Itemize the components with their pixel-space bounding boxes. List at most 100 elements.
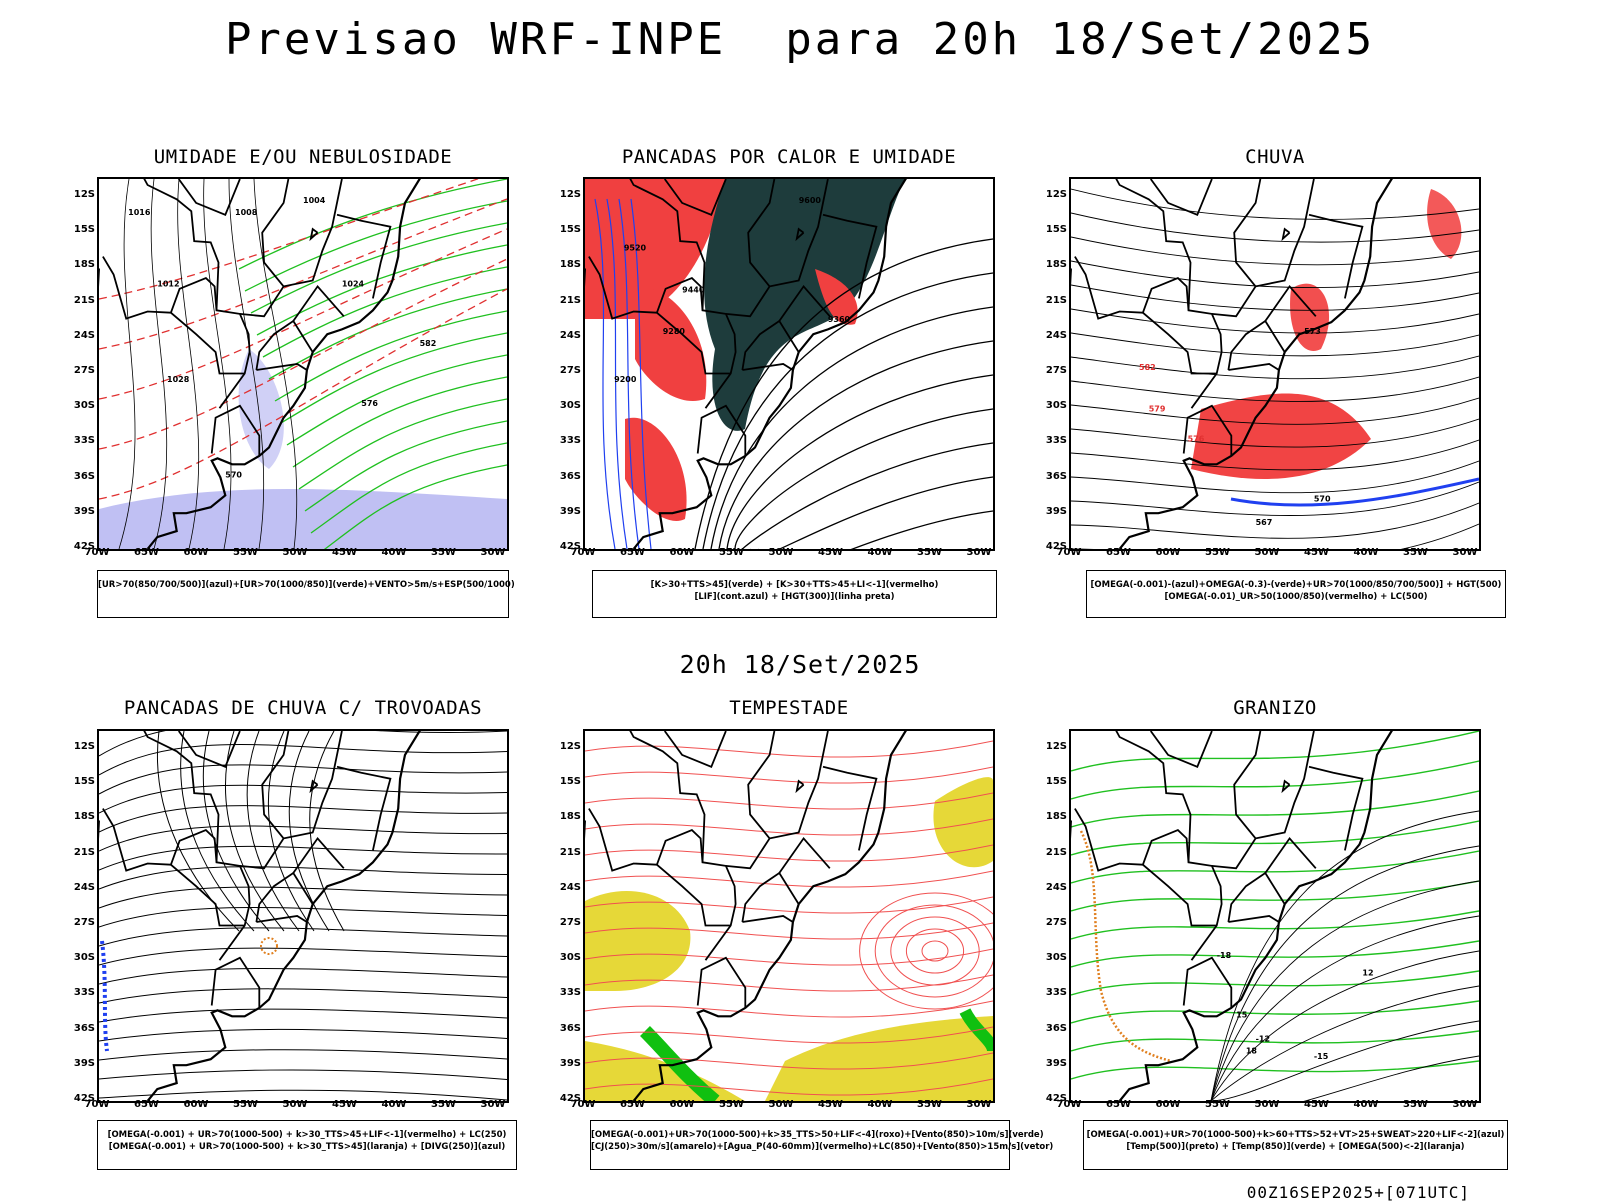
streamline [905, 928, 965, 974]
contour-label: 570 [225, 470, 242, 479]
legend-line: [K>30+TTS>45](verde) + [K>30+TTS>45+LI<-… [650, 580, 939, 590]
border [177, 179, 241, 216]
streamline [157, 731, 240, 932]
longitude-tick-label: 55W [719, 1099, 744, 1110]
latitude-tick-label: 21S [1045, 294, 1067, 306]
temp850-contour [1071, 790, 1479, 828]
latitude-tick-label: 36S [559, 1022, 581, 1034]
legend-line: [OMEGA(-0.001) + UR>70(1000-500) + k>30_… [108, 1142, 506, 1152]
streamline [99, 866, 507, 890]
streamline [859, 892, 993, 1010]
streamline [99, 1049, 507, 1061]
latitude-tick-label: 36S [73, 1022, 95, 1034]
streamline [99, 784, 507, 814]
streamline [1071, 376, 1479, 402]
pressure-isobar [228, 179, 265, 549]
border [747, 179, 776, 287]
humidity-contour [286, 354, 507, 446]
longitude-tick-label: 45W [332, 547, 357, 558]
streamline [99, 1089, 507, 1101]
border [292, 836, 345, 874]
latitude-tick-label: 30S [559, 952, 581, 964]
latitude-tick-label: 39S [73, 1057, 95, 1069]
latitude-tick-label: 27S [1045, 917, 1067, 928]
map-tempestade [583, 729, 995, 1103]
latitude-tick-label: 21S [559, 846, 581, 858]
latitude-tick-label: 33S [559, 987, 581, 999]
latitude-tick-label: 42S [73, 541, 95, 552]
longitude-tick-label: 60W [669, 1099, 695, 1110]
border [143, 731, 220, 863]
run-timestamp: 00Z16SEP2025+[071UTC] [1246, 1183, 1470, 1202]
field-layer [1071, 188, 1479, 549]
panel-title-trovoadas: PANCADAS DE CHUVA C/ TROVOADAS [123, 697, 483, 719]
humidity-contour [250, 222, 507, 314]
humidity-contour [262, 266, 507, 358]
streamline [99, 947, 507, 966]
longitude-tick-label: 65W [134, 1099, 159, 1110]
latitude-tick-label: 36S [1045, 470, 1067, 482]
latitude-tick-label: 18S [1045, 259, 1067, 271]
streamline [921, 940, 949, 962]
streamline [1071, 236, 1479, 266]
temp850-contour [1071, 940, 1479, 968]
contour-label: 9200 [614, 375, 637, 384]
latitude-tick-label: 33S [73, 987, 95, 999]
border [1264, 284, 1317, 322]
latitude-tick-label: 21S [559, 294, 581, 306]
latitude-tick-label: 15S [73, 776, 95, 788]
border [655, 829, 737, 961]
border [309, 779, 319, 794]
pressure-isobar [203, 179, 232, 549]
latitude-tick-label: 15S [559, 776, 581, 788]
border [822, 765, 878, 851]
streamline [1071, 460, 1479, 494]
longitude-tick-label: 50W [1254, 1099, 1280, 1110]
latitude-tick-label: 24S [559, 329, 581, 341]
field-layer [1071, 731, 1479, 1101]
height-contour [726, 374, 993, 549]
latitude-tick-label: 21S [1045, 846, 1067, 858]
border [239, 179, 343, 318]
longitude-tick-label: 55W [233, 547, 258, 558]
longitude-tick-label: 60W [183, 1099, 209, 1110]
longitude-tick-label: 70W [84, 1099, 110, 1110]
coastline-layer [585, 179, 908, 549]
latitude-tick-label: 27S [73, 365, 95, 376]
height-contour [734, 408, 993, 549]
omega-area [1230, 477, 1479, 507]
map-canvas [99, 731, 507, 1101]
streamline [585, 1000, 993, 1018]
humidity-contour [274, 310, 507, 402]
latitude-tick-label: 30S [73, 952, 95, 964]
temp500-contour [1210, 845, 1479, 1101]
temp500-contour [1210, 1020, 1479, 1101]
latitude-tick-label: 30S [1045, 952, 1067, 964]
contour-label: 18 [1246, 1046, 1258, 1055]
latitude-tick-label: 36S [73, 470, 95, 482]
border [1211, 179, 1315, 318]
rain-area [1191, 393, 1371, 479]
latitude-tick-label: 30S [1045, 400, 1067, 412]
latitude-tick-label: 12S [559, 741, 581, 752]
streamline [99, 805, 507, 833]
wind-area [959, 1008, 993, 1053]
temp850-contour [1071, 820, 1479, 856]
border [778, 284, 831, 322]
streamline [180, 731, 255, 932]
contour-label: 1016 [128, 208, 151, 217]
streamline [267, 731, 315, 932]
longitude-tick-label: 60W [183, 547, 209, 558]
field-layer [99, 179, 507, 549]
lif-contour [606, 198, 628, 549]
streamline [1071, 523, 1479, 549]
latitude-tick-label: 42S [559, 1093, 581, 1104]
border [629, 731, 706, 863]
temp850-contour [1071, 1000, 1479, 1024]
humidity-contour [280, 332, 507, 424]
streamline [585, 948, 993, 966]
longitude-tick-label: 70W [1056, 1099, 1082, 1110]
legend-pancadas-calor: [K>30+TTS>45](verde) + [K>30+TTS>45+LI<-… [592, 570, 997, 618]
instability-area [815, 269, 858, 325]
legend-line: [OMEGA(-0.001) + UR>70(1000-500) + k>30_… [107, 1130, 507, 1140]
